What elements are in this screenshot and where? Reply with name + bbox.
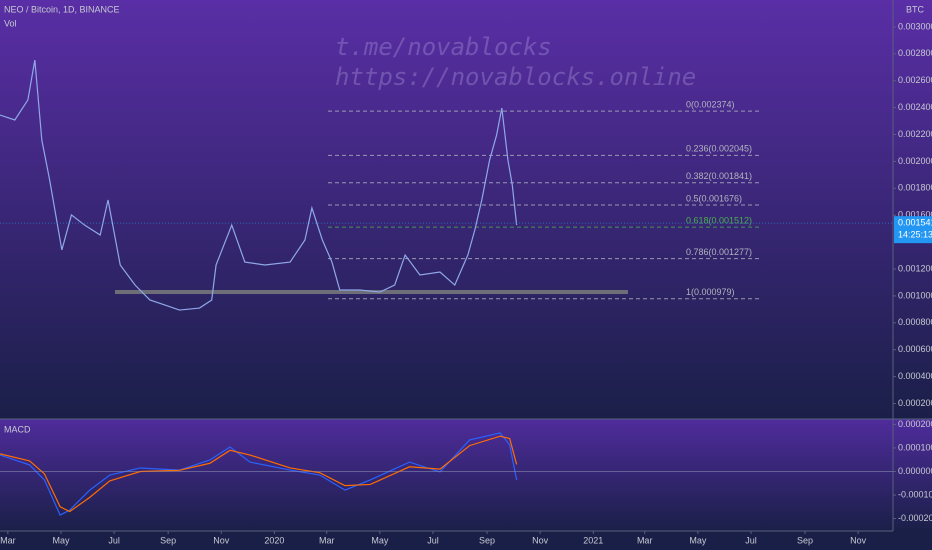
macd-pane: [0, 419, 932, 531]
fib-label: 0(0.002374): [686, 99, 735, 109]
x-tick-label: Jul: [427, 535, 439, 545]
y-tick-label: 0.002000: [898, 156, 932, 166]
price-line: [0, 432, 518, 516]
y-tick-label: 0.001200: [898, 263, 932, 273]
y-tick-label: 0.002200: [898, 129, 932, 139]
y-tick-label: 0.000000: [898, 466, 932, 476]
fib-label: 0.786(0.001277): [686, 247, 752, 257]
watermark: t.me/novablocks: [335, 33, 552, 61]
y-tick-label: 0.000100: [898, 442, 932, 452]
volume-label: Vol: [4, 18, 17, 28]
fib-label: 0.236(0.002045): [686, 144, 752, 154]
y-tick-label: 0.001800: [898, 183, 932, 193]
countdown: 14:25:13: [898, 230, 932, 240]
y-tick-label: 0.000800: [898, 317, 932, 327]
fib-label: 1(0.000979): [686, 287, 735, 297]
symbol: NEO / Bitcoin, 1D, BINANCE: [4, 4, 120, 14]
fib-label: 0.5(0.001676): [686, 193, 742, 203]
y-tick-label: -0.000200: [898, 513, 932, 523]
y-tick-label: 0.000400: [898, 371, 932, 381]
last-price-box: [894, 216, 932, 244]
x-tick-label: Sep: [797, 535, 813, 545]
x-tick-label: May: [689, 535, 707, 545]
y-tick-label: 0.003000: [898, 21, 932, 31]
x-tick-label: May: [371, 535, 389, 545]
y-tick-label: 0.001000: [898, 290, 932, 300]
x-tick-label: 2021: [583, 535, 603, 545]
y-tick-label: 0.001600: [898, 210, 932, 220]
x-tick-label: Nov: [850, 535, 867, 545]
x-tick-label: Nov: [213, 535, 230, 545]
y-tick-label: 0.002600: [898, 75, 932, 85]
y-tick-label: 0.000200: [898, 419, 932, 429]
fib-label: 0.382(0.001841): [686, 171, 752, 181]
time-axis: [0, 531, 932, 550]
y-tick-label: -0.000100: [898, 489, 932, 499]
fib-label: 0.618(0.001512): [686, 215, 752, 225]
x-tick-label: Nov: [532, 535, 549, 545]
y-tick-label: 0.002800: [898, 48, 932, 58]
x-tick-label: Mar: [319, 535, 335, 545]
macd-title: MACD: [4, 424, 31, 434]
watermark: https://novablocks.online: [335, 63, 696, 91]
x-tick-label: Jul: [745, 535, 757, 545]
support-zone: [115, 290, 628, 294]
last-price: 0.001541: [898, 218, 932, 228]
x-tick-label: Jul: [108, 535, 120, 545]
price-line: [0, 59, 518, 311]
x-tick-label: Mar: [0, 535, 16, 545]
x-tick-label: Sep: [479, 535, 495, 545]
main-pane: [0, 0, 932, 419]
x-tick-label: Mar: [637, 535, 653, 545]
y-tick-label: 0.002400: [898, 102, 932, 112]
y-tick-label: 0.000600: [898, 344, 932, 354]
price-line: [0, 435, 518, 513]
x-tick-label: May: [52, 535, 70, 545]
x-tick-label: Sep: [160, 535, 176, 545]
x-tick-label: 2020: [264, 535, 284, 545]
y-tick-label: 0.000200: [898, 398, 932, 408]
currency: BTC: [906, 4, 925, 14]
